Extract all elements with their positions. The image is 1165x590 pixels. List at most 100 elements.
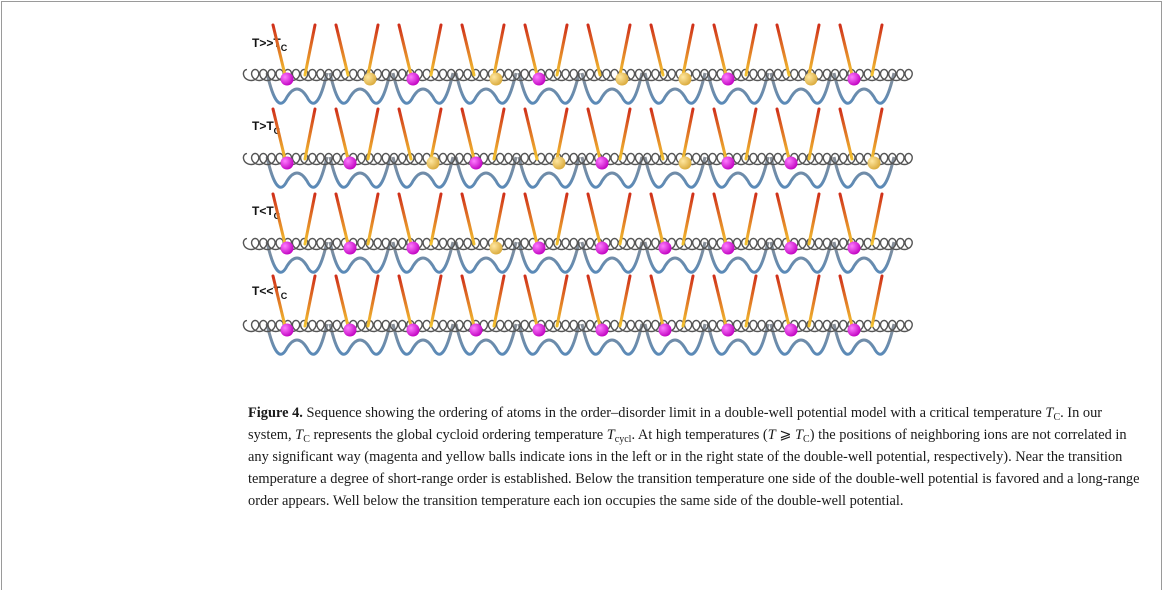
ion-right [678, 156, 692, 170]
ion-left [721, 156, 735, 170]
caption-text: Sequence showing the ordering of atoms i… [302, 405, 1046, 421]
math: T [606, 427, 615, 443]
ion-left [280, 323, 294, 337]
double-well [265, 323, 329, 356]
ion-left [406, 323, 420, 337]
ion-right [804, 72, 818, 86]
double-well [580, 156, 644, 189]
rod [870, 23, 884, 77]
rod [429, 192, 443, 246]
panel-label: T>>TC [252, 36, 288, 53]
rod [492, 107, 506, 161]
rod [870, 107, 884, 161]
rod [334, 274, 350, 328]
rod [870, 274, 884, 328]
rod [429, 23, 443, 77]
rod [271, 274, 287, 328]
rod [807, 274, 821, 328]
ion-right [615, 72, 629, 86]
figure: T>>TCT>TCT<TCT<<TC [242, 23, 913, 356]
ion-left [343, 323, 357, 337]
ion-left [343, 156, 357, 170]
rod [366, 192, 380, 246]
rod [649, 192, 665, 246]
ion-left [532, 323, 546, 337]
math-sub: C [1053, 412, 1061, 423]
double-well [643, 72, 707, 105]
math-sub: C [303, 434, 310, 445]
spring [242, 237, 913, 251]
double-well [580, 72, 644, 105]
double-well [706, 72, 770, 105]
rod [649, 274, 665, 328]
rod [366, 107, 380, 161]
rod [555, 107, 569, 161]
double-well [832, 323, 896, 356]
rod [303, 107, 317, 161]
math: ⩾ [775, 427, 795, 443]
caption-label: Figure 4. [248, 405, 303, 421]
rod [712, 23, 728, 77]
rod [649, 107, 665, 161]
rod [523, 23, 539, 77]
spring [242, 152, 913, 166]
double-well [580, 323, 644, 356]
double-well [328, 323, 392, 356]
ion-left [595, 323, 609, 337]
double-well [769, 241, 833, 274]
rod [366, 23, 380, 77]
math: T [795, 427, 804, 443]
double-well [769, 323, 833, 356]
double-well [328, 241, 392, 274]
rod [334, 23, 350, 77]
rod [681, 23, 695, 77]
math: T [295, 427, 304, 443]
double-well [517, 323, 581, 356]
math: T [1045, 405, 1054, 421]
caption-text: represents the global cycloid ordering t… [309, 427, 607, 443]
rod [303, 274, 317, 328]
ion-left [343, 241, 357, 255]
rod [460, 274, 476, 328]
rod [681, 107, 695, 161]
rod [271, 23, 287, 77]
ion-left [847, 72, 861, 86]
rod [712, 192, 728, 246]
rod [334, 107, 350, 161]
panel: T>TC [242, 107, 913, 189]
rod [618, 23, 632, 77]
double-well [328, 72, 392, 105]
ion-left [280, 72, 294, 86]
double-well [517, 72, 581, 105]
double-well [706, 156, 770, 189]
math-sub: cycl [614, 434, 632, 445]
math: T [767, 427, 776, 443]
double-well [706, 241, 770, 274]
rod [555, 274, 569, 328]
rod [838, 23, 854, 77]
ion-left [784, 241, 798, 255]
rod [586, 192, 602, 246]
double-well [643, 241, 707, 274]
ion-left [406, 241, 420, 255]
panel: T<<TC [242, 274, 913, 356]
double-well [265, 156, 329, 189]
rod [744, 107, 758, 161]
panels: T>>TCT>TCT<TCT<<TC [242, 23, 913, 356]
rod [807, 192, 821, 246]
rod [649, 23, 665, 77]
rod [838, 274, 854, 328]
rod [586, 274, 602, 328]
label-main: T>T [252, 119, 274, 133]
ion-left [784, 323, 798, 337]
label-main: T<T [252, 204, 274, 218]
ion-right [678, 72, 692, 86]
rod [366, 274, 380, 328]
rod [586, 107, 602, 161]
double-well [391, 323, 455, 356]
ion-left [658, 323, 672, 337]
ion-right [552, 156, 566, 170]
rod [744, 192, 758, 246]
rod [555, 192, 569, 246]
ion-left [595, 156, 609, 170]
